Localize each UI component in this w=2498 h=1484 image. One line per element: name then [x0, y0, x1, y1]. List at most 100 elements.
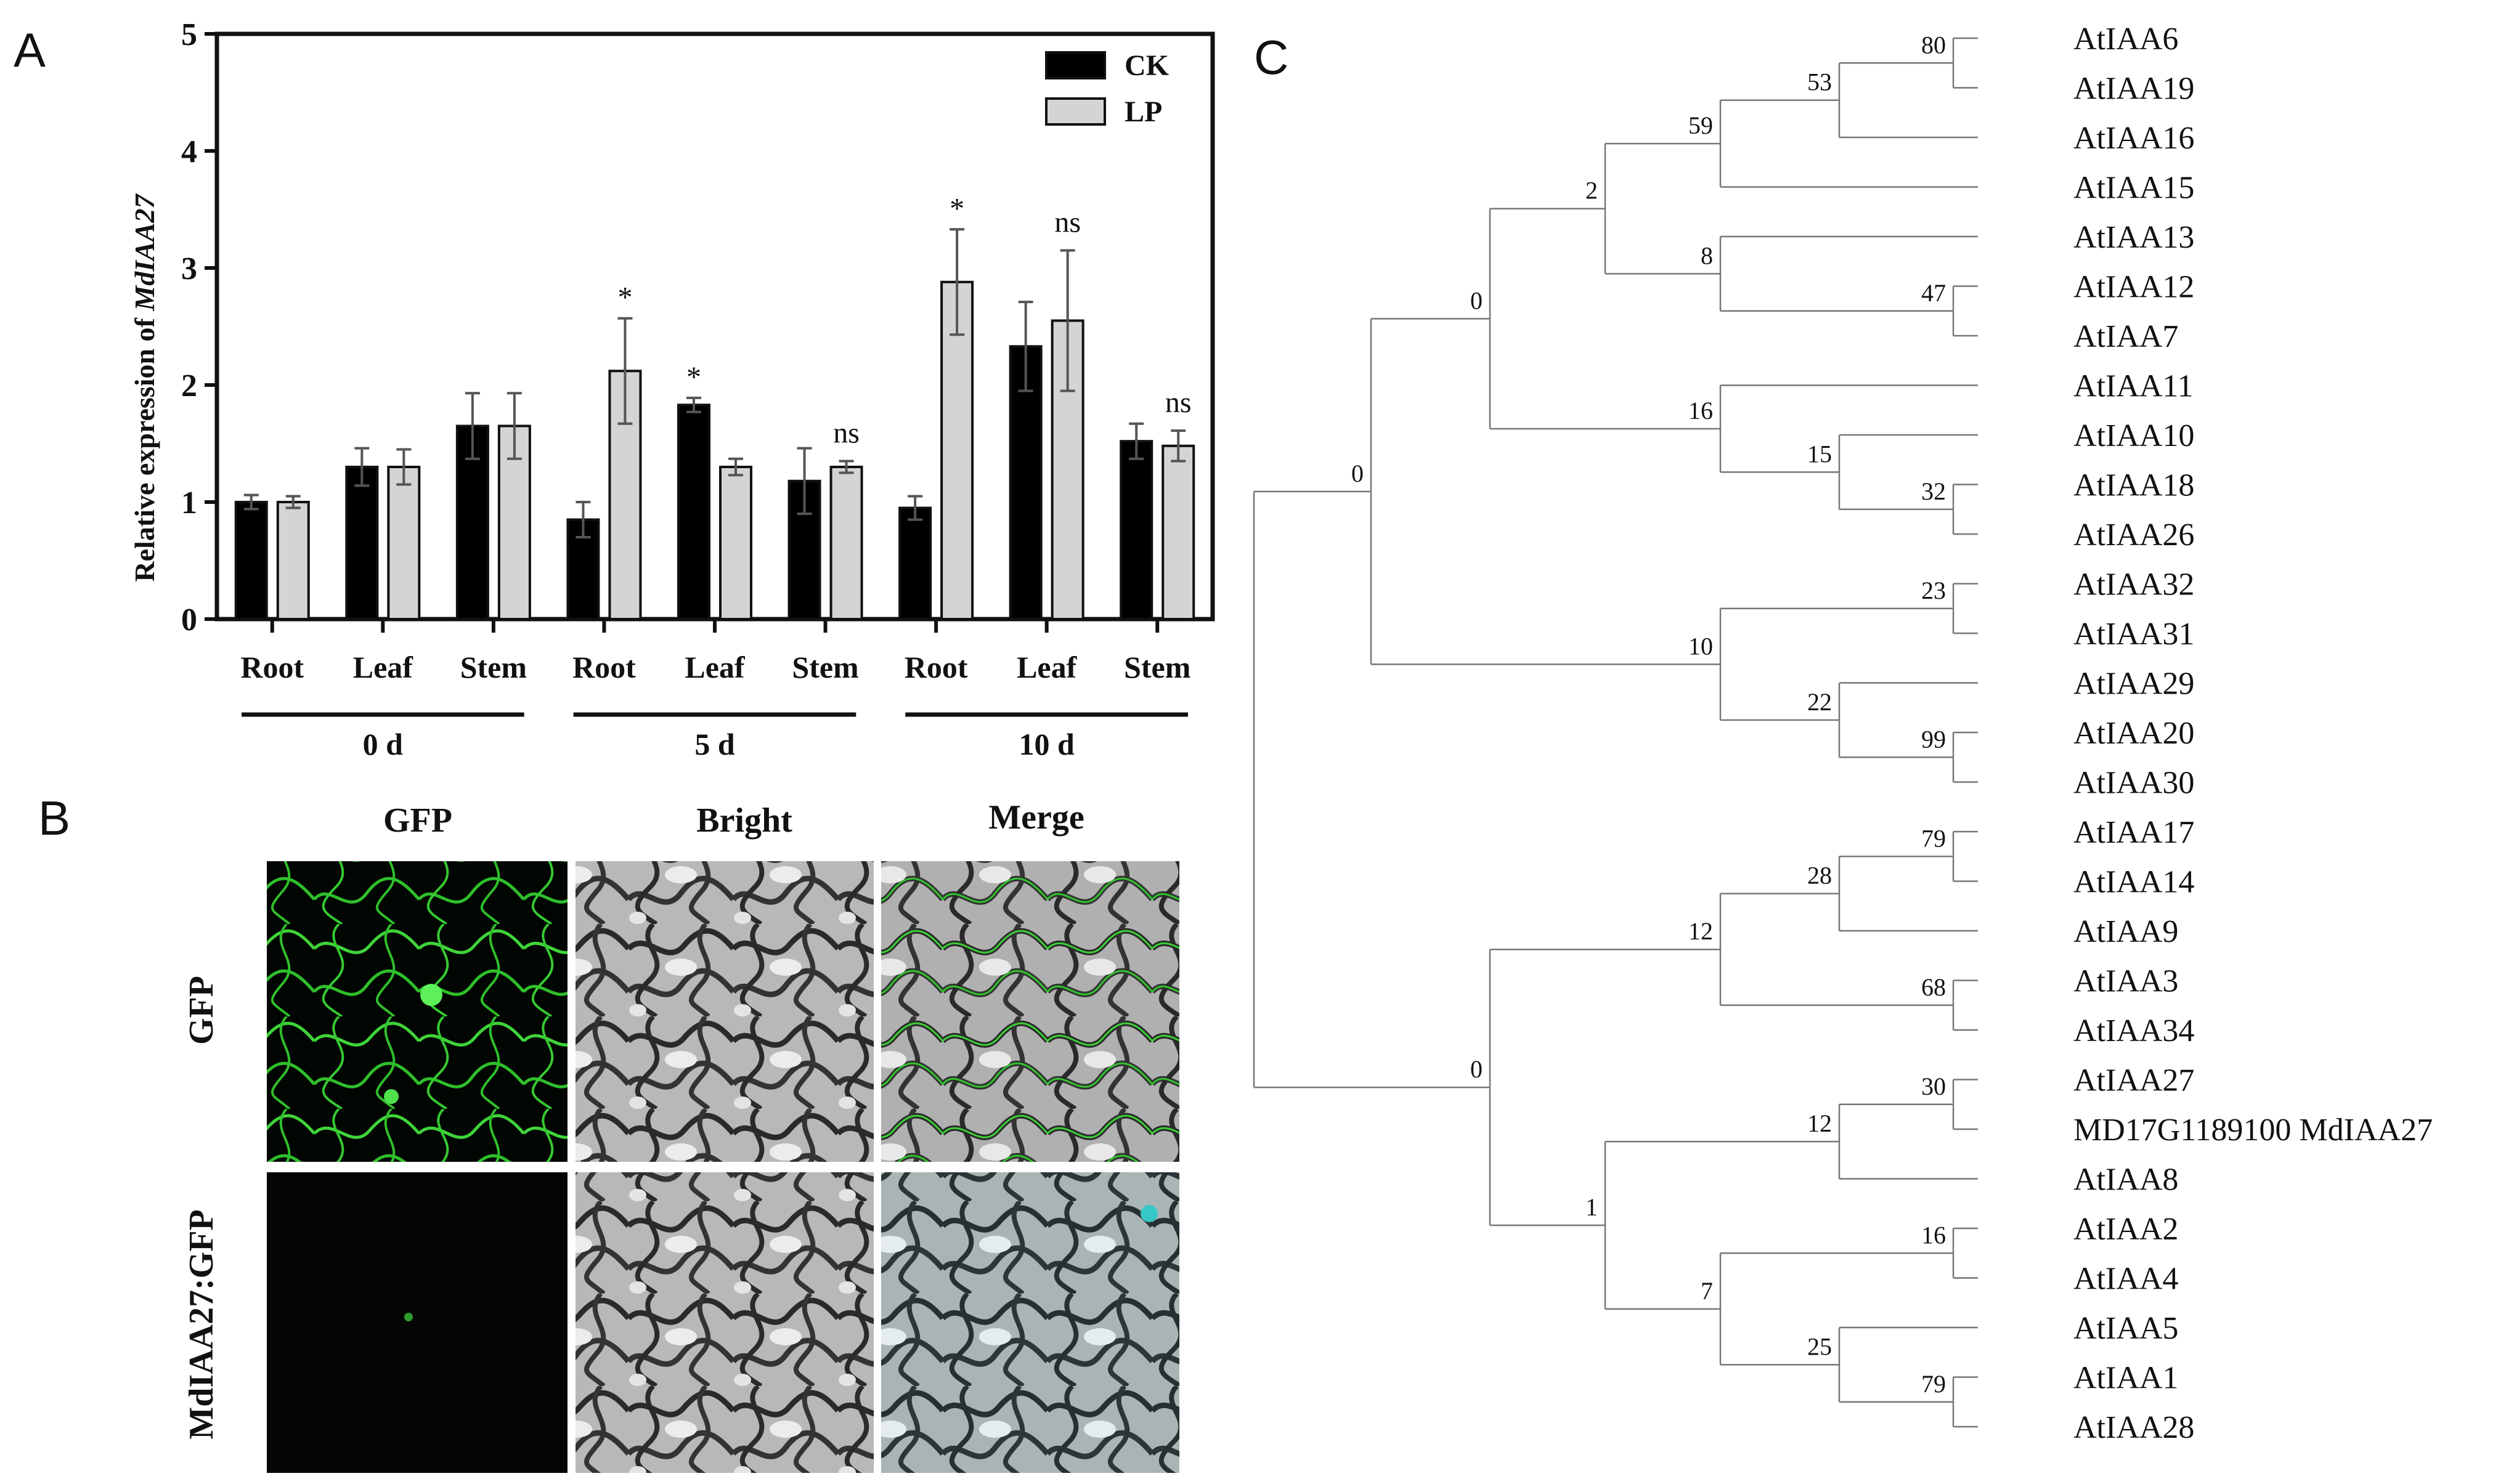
bootstrap-value: 28	[1807, 862, 1832, 890]
significance-label: *	[686, 361, 701, 394]
micrograph-nucleus-signal	[420, 984, 442, 1006]
tree-leaf-label: AtIAA5	[2073, 1311, 2178, 1346]
y-tick-label: 2	[181, 368, 197, 403]
group-label: 0 d	[363, 727, 404, 761]
x-category-label: Root	[905, 650, 968, 684]
tree-leaf-label: AtIAA19	[2073, 71, 2194, 107]
bar-ck	[787, 479, 821, 620]
micrograph-nucleus-signal-2	[384, 1089, 399, 1104]
bootstrap-value: 25	[1807, 1332, 1832, 1360]
bootstrap-value: 12	[1807, 1109, 1832, 1137]
bootstrap-value: 23	[1921, 577, 1946, 604]
phylogenetic-tree: AtIAA6 AtIAA19 AtIAA16 AtIAA15 AtIAA13 AtIAA1…	[1253, 22, 2433, 1445]
y-tick-label: 3	[181, 251, 197, 286]
bootstrap-value: 8	[1701, 241, 1713, 269]
legend-label-lp: LP	[1125, 95, 1162, 128]
x-category-label: Root	[240, 650, 304, 684]
x-category-label: Stem	[1124, 650, 1190, 684]
significance-label: *	[617, 282, 632, 314]
error-bars-group	[243, 228, 1186, 538]
bootstrap-value: 10	[1688, 632, 1713, 660]
y-tick-label: 4	[181, 134, 197, 169]
timepoint-groups: 0 d 5 d 10 d	[242, 712, 1188, 761]
tree-leaf-label: AtIAA28	[2073, 1410, 2194, 1445]
bootstrap-value: 80	[1921, 31, 1946, 59]
legend-swatch-ck	[1045, 51, 1106, 79]
panel-letter-a: A	[14, 23, 46, 77]
y-axis-label-gene: MdIAA27	[129, 193, 160, 311]
x-category-label: Stem	[792, 650, 858, 684]
tree-leaf-label: AtIAA9	[2073, 914, 2178, 949]
x-category-label: Leaf	[1017, 650, 1078, 684]
group-label: 10 d	[1019, 727, 1075, 761]
bootstrap-value: 53	[1807, 68, 1832, 96]
significance-label: ns	[1054, 206, 1081, 239]
tree-bootstrap-values: 8053594782321516023992210079286812301216…	[1351, 31, 1946, 1398]
tree-leaf-label: AtIAA12	[2073, 270, 2194, 305]
bootstrap-value: 0	[1470, 286, 1483, 314]
bootstrap-value: 15	[1807, 440, 1832, 468]
tree-leaf-label: MD17G1189100 MdIAA27	[2073, 1113, 2433, 1148]
bar-ck	[1120, 440, 1153, 620]
bar-lp	[719, 466, 752, 620]
bootstrap-value: 79	[1921, 824, 1946, 852]
x-category-label: Leaf	[685, 650, 746, 684]
bootstrap-value: 12	[1688, 917, 1713, 945]
tree-branches	[1253, 37, 1978, 1428]
tree-leaf-label: AtIAA10	[2073, 418, 2194, 453]
micro-column-bright: Bright	[696, 801, 792, 840]
tree-leaf-label: AtIAA1	[2073, 1361, 2178, 1396]
micro-row-gfp: GFP	[182, 976, 221, 1045]
tree-leaf-label: AtIAA7	[2073, 319, 2178, 354]
bar-lp	[1162, 444, 1195, 620]
legend-label-ck: CK	[1125, 49, 1169, 82]
y-tick-label: 1	[181, 485, 197, 521]
bar-lp	[387, 466, 421, 620]
micro-column-merge: Merge	[988, 798, 1084, 837]
bootstrap-value: 16	[1921, 1221, 1946, 1249]
tree-leaf-label: AtIAA20	[2073, 716, 2194, 751]
bar-series-group	[234, 280, 1195, 620]
bar-ck	[898, 506, 932, 620]
tree-leaf-label: AtIAA4	[2073, 1262, 2178, 1297]
tree-leaf-label: AtIAA27	[2073, 1063, 2194, 1098]
bar-lp	[829, 466, 863, 620]
bootstrap-value: 1	[1585, 1193, 1598, 1221]
y-tick-label: 5	[181, 17, 197, 52]
bootstrap-value: 79	[1921, 1370, 1946, 1398]
micro-column-gfp: GFP	[383, 801, 452, 840]
bootstrap-value: 7	[1701, 1277, 1713, 1305]
bootstrap-value: 2	[1585, 177, 1598, 205]
y-axis-label: Relative expression of MdIAA27	[129, 193, 160, 582]
bootstrap-value: 30	[1921, 1072, 1946, 1100]
bar-lp	[940, 280, 974, 620]
panel-letter-b: B	[38, 791, 70, 845]
tree-leaf-label: AtIAA26	[2073, 517, 2194, 553]
legend-swatch-lp	[1045, 97, 1106, 126]
significance-label: ns	[1165, 386, 1192, 419]
tree-leaf-label: AtIAA2	[2073, 1212, 2178, 1247]
micrograph-cyan-signal	[1141, 1205, 1158, 1222]
bootstrap-value: 0	[1470, 1055, 1483, 1083]
bootstrap-value: 47	[1921, 279, 1946, 307]
group-label: 5 d	[694, 727, 735, 761]
tree-leaf-label: AtIAA18	[2073, 468, 2194, 503]
micrograph-gfp-merge	[881, 861, 1179, 1162]
tree-leaf-label: AtIAA15	[2073, 171, 2194, 206]
bar-ck	[345, 466, 379, 620]
micrograph-gfp-bright	[576, 861, 874, 1162]
tree-leaf-label: AtIAA14	[2073, 865, 2194, 900]
bar-ck	[234, 501, 268, 620]
significance-annotations: * * ns * ns ns	[617, 192, 1191, 449]
tree-leaf-label: AtIAA16	[2073, 121, 2194, 156]
y-axis-label-prefix: Relative expression of	[129, 311, 160, 582]
x-category-label: Stem	[460, 650, 527, 684]
micrograph-faint-signal	[404, 1313, 413, 1321]
y-tick-label: 0	[181, 602, 197, 638]
micrograph-mdiaa27-gfp	[267, 1172, 568, 1473]
bar-ck	[566, 518, 600, 620]
tree-leaf-label: AtIAA13	[2073, 220, 2194, 255]
significance-label: *	[950, 192, 964, 225]
y-axis: 0 1 2 3 4 5	[181, 17, 217, 638]
